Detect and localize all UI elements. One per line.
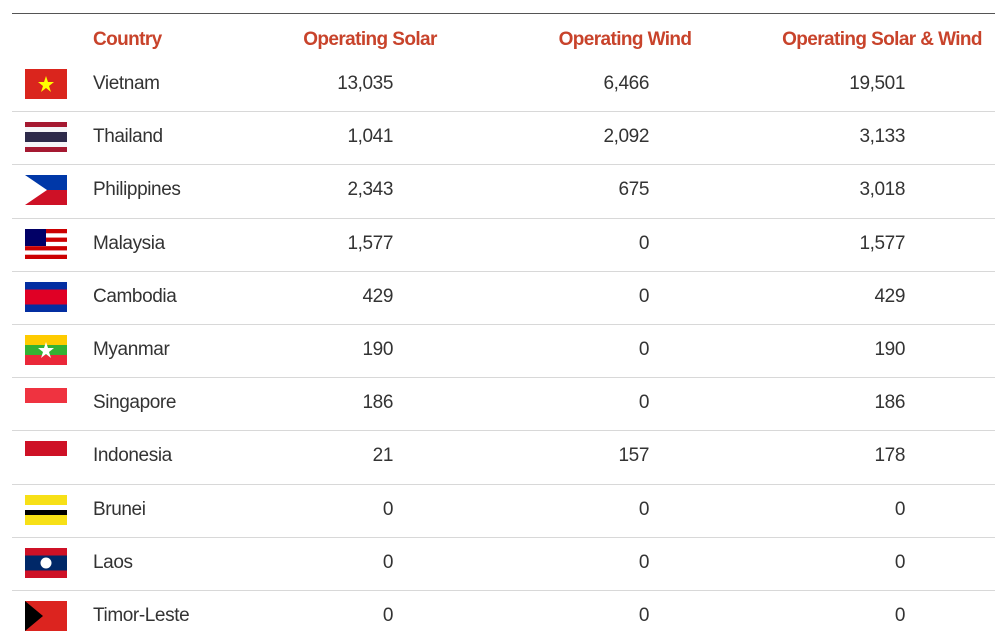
capacity-value: 186 bbox=[362, 392, 393, 414]
capacity-value: 2,092 bbox=[603, 126, 649, 148]
capacity-value: 0 bbox=[638, 605, 650, 626]
flag-icon bbox=[25, 122, 67, 153]
capacity-value: 0 bbox=[894, 498, 906, 520]
capacity-value: 0 bbox=[638, 285, 650, 307]
flag-icon bbox=[25, 69, 67, 99]
capacity-value: 21 bbox=[372, 445, 394, 467]
flag-icon bbox=[25, 335, 67, 365]
country-name: Singapore bbox=[93, 392, 177, 414]
capacity-value: 0 bbox=[382, 498, 394, 520]
country-name: Vietnam bbox=[93, 73, 160, 94]
capacity-value: 1,041 bbox=[347, 126, 393, 148]
capacity-value: 19,501 bbox=[849, 73, 905, 94]
country-name: Cambodia bbox=[93, 285, 177, 307]
row-rule bbox=[12, 111, 995, 113]
row-rule bbox=[12, 430, 995, 432]
country-name: Indonesia bbox=[93, 445, 172, 467]
capacity-value: 675 bbox=[618, 179, 649, 201]
row-rule bbox=[12, 483, 995, 485]
capacity-value: 0 bbox=[638, 498, 650, 520]
country-name: Timor-Leste bbox=[93, 605, 190, 626]
flag-icon bbox=[25, 601, 67, 631]
flag-icon bbox=[25, 547, 67, 578]
row-rule bbox=[12, 377, 995, 379]
capacity-value: 0 bbox=[638, 232, 650, 254]
row-rule bbox=[12, 590, 995, 591]
capacity-value: 1,577 bbox=[859, 232, 905, 254]
flag-icon bbox=[25, 175, 67, 206]
flag-icon bbox=[25, 228, 67, 259]
flag-icon bbox=[25, 494, 67, 525]
country-name: Malaysia bbox=[93, 232, 165, 254]
capacity-value: 0 bbox=[382, 551, 394, 573]
capacity-value: 190 bbox=[874, 339, 905, 360]
flag-icon bbox=[25, 281, 67, 312]
capacity-value: 186 bbox=[874, 392, 905, 414]
capacity-value: 3,018 bbox=[859, 179, 905, 201]
column-header: Operating Solar bbox=[303, 29, 437, 50]
column-header: Operating Solar & Wind bbox=[782, 29, 982, 50]
capacity-value: 0 bbox=[638, 551, 650, 573]
capacity-value: 157 bbox=[618, 445, 649, 467]
capacity-value: 429 bbox=[874, 285, 905, 307]
row-rule bbox=[12, 270, 995, 272]
capacity-value: 2,343 bbox=[347, 179, 393, 201]
capacity-value: 6,466 bbox=[603, 73, 649, 94]
capacity-value: 0 bbox=[382, 605, 394, 626]
capacity-value: 178 bbox=[874, 445, 905, 467]
capacity-value: 190 bbox=[362, 339, 393, 360]
country-name: Myanmar bbox=[93, 339, 170, 360]
flag-icon bbox=[25, 441, 67, 472]
capacity-value: 1,577 bbox=[347, 232, 393, 254]
row-rule bbox=[12, 217, 995, 219]
capacity-value: 0 bbox=[894, 605, 906, 626]
capacity-value: 13,035 bbox=[337, 73, 393, 94]
capacity-value: 429 bbox=[362, 285, 393, 307]
capacity-value: 3,133 bbox=[859, 126, 905, 148]
row-rule bbox=[12, 324, 995, 325]
column-header: Country bbox=[93, 29, 162, 50]
column-header: Operating Wind bbox=[558, 29, 692, 50]
row-rule bbox=[12, 164, 995, 166]
top-rule bbox=[12, 13, 995, 14]
capacity-value: 0 bbox=[638, 339, 650, 360]
country-name: Brunei bbox=[93, 498, 146, 520]
country-name: Philippines bbox=[93, 179, 181, 201]
row-rule bbox=[12, 536, 995, 538]
capacity-value: 0 bbox=[894, 551, 906, 573]
country-name: Laos bbox=[93, 551, 133, 573]
flag-icon bbox=[25, 388, 67, 419]
capacity-value: 0 bbox=[638, 392, 650, 414]
country-name: Thailand bbox=[93, 126, 163, 148]
